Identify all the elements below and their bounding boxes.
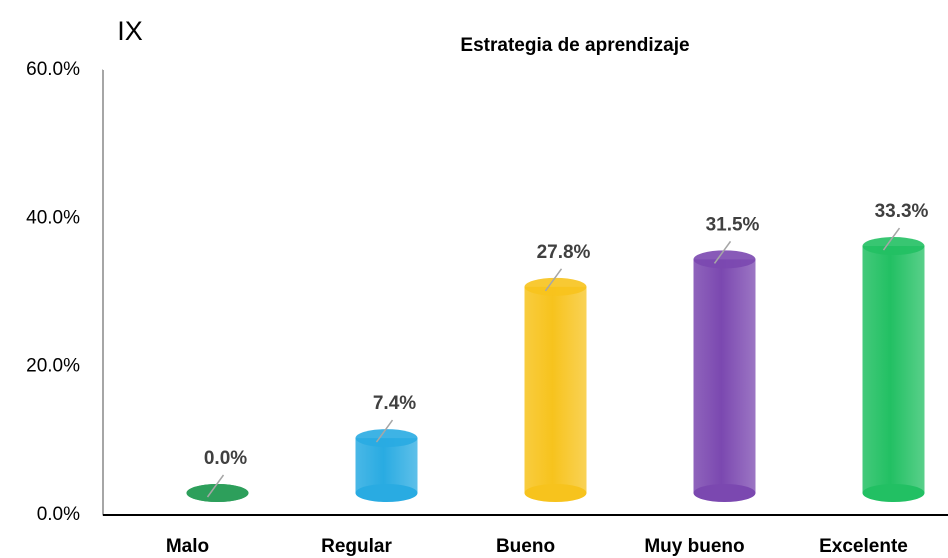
bar — [355, 438, 418, 493]
bar-top — [693, 250, 756, 269]
leader-line — [375, 419, 394, 443]
bar — [693, 259, 756, 493]
annotation: IX — [117, 16, 143, 46]
value-label: 27.8% — [537, 242, 591, 263]
y-tick-label: 20.0% — [26, 356, 80, 377]
bar — [524, 286, 587, 493]
bar — [862, 246, 925, 493]
leader-line — [713, 240, 732, 264]
x-tick-label: Muy bueno — [644, 536, 744, 557]
y-tick-label: 0.0% — [37, 504, 80, 525]
x-tick-label: Regular — [321, 536, 392, 557]
y-tick-label: 40.0% — [26, 207, 80, 228]
x-tick-label: Malo — [166, 536, 209, 557]
value-label: 0.0% — [204, 448, 247, 469]
leader-line — [206, 474, 225, 498]
value-label: 31.5% — [706, 214, 760, 235]
bar-top — [355, 429, 418, 448]
leader-line — [882, 227, 901, 251]
y-tick-label: 60.0% — [26, 59, 80, 80]
chart-title: Estrategia de aprendizaje — [460, 35, 689, 56]
bar-top — [524, 277, 587, 296]
value-label: 33.3% — [875, 201, 929, 222]
value-label: 7.4% — [373, 393, 416, 414]
bar-top — [862, 237, 925, 256]
leader-line — [544, 268, 563, 292]
x-tick-label: Bueno — [496, 536, 555, 557]
bar-top — [186, 484, 249, 502]
x-tick-label: Excelente — [819, 536, 908, 557]
